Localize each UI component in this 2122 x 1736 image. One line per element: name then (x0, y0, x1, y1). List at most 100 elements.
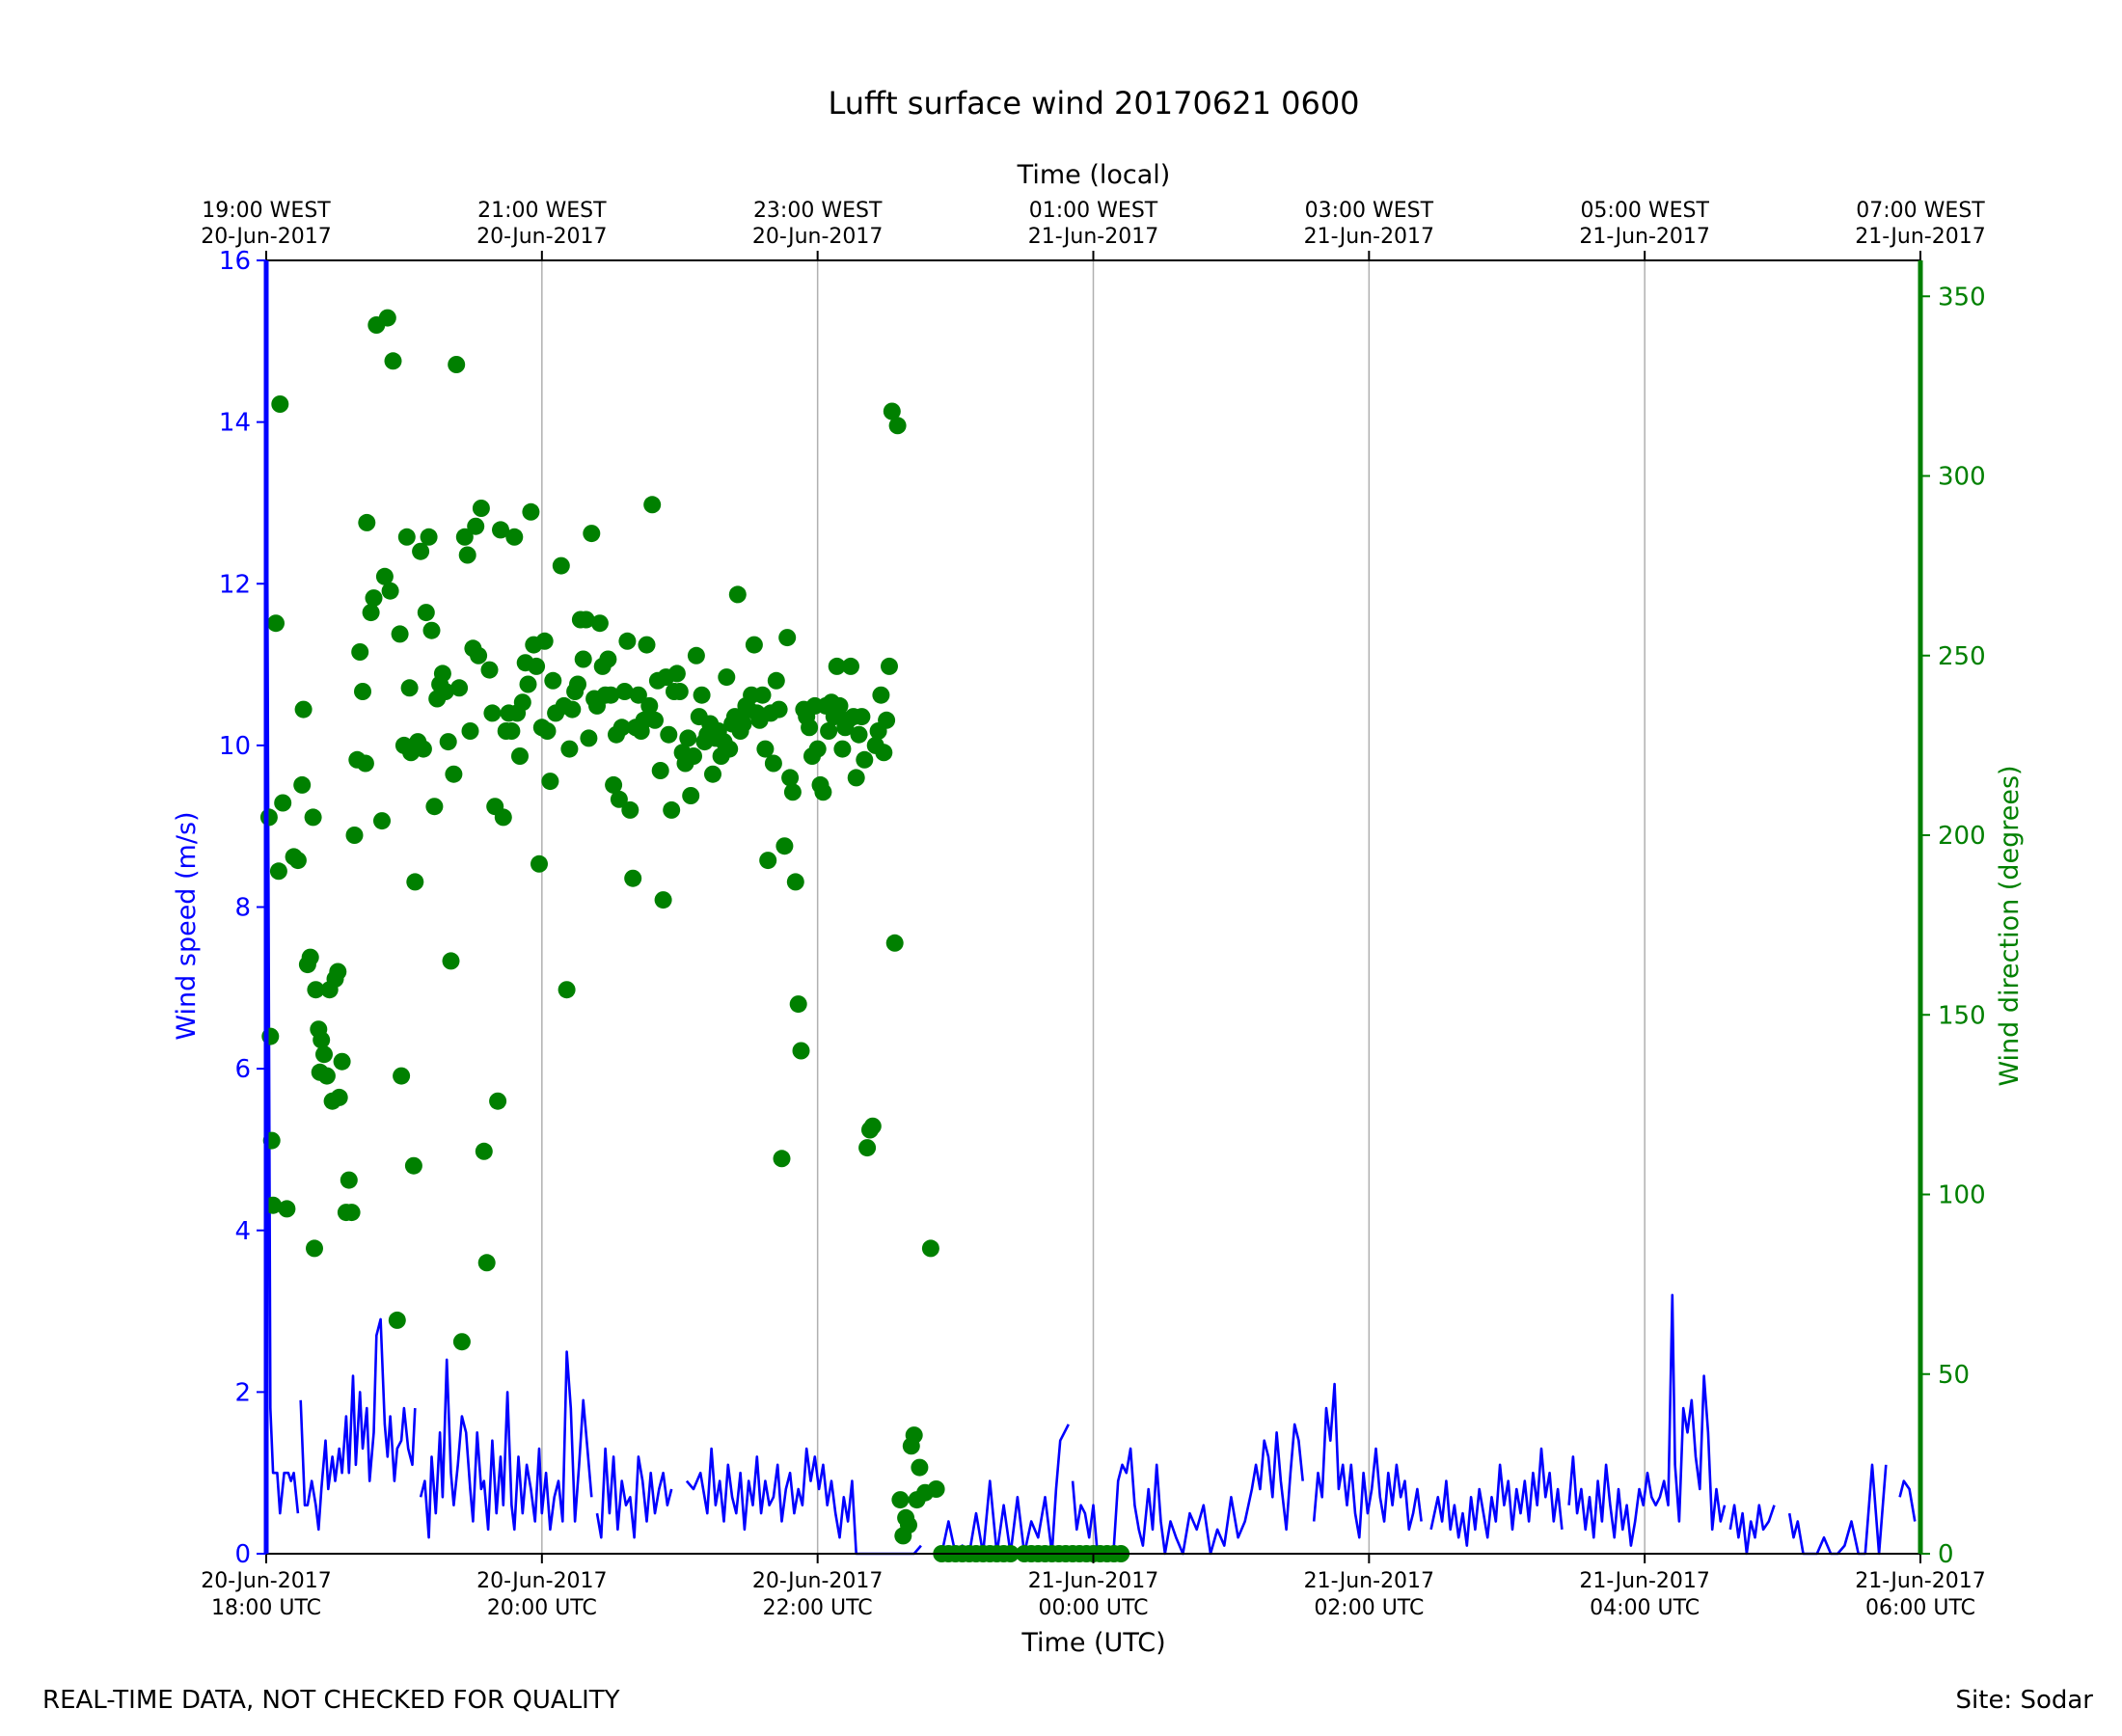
wind-direction-point (580, 729, 598, 747)
wind-direction-point (315, 1045, 333, 1064)
wind-direction-point (483, 704, 502, 722)
wind-direction-point (883, 402, 901, 420)
wind-direction-point (538, 722, 557, 740)
wind-direction-point (888, 417, 907, 435)
wind-direction-point (833, 740, 852, 758)
wind-direction-point (294, 700, 313, 719)
x2-tick-label-time: 01:00 WEST (1029, 199, 1158, 223)
x-tick-label-date: 20-Jun-2017 (476, 1569, 607, 1593)
wind-direction-point (624, 869, 642, 887)
wind-direction-point (718, 668, 736, 687)
wind-direction-point (356, 754, 374, 773)
x-tick-label-date: 21-Jun-2017 (1855, 1569, 1985, 1593)
wind-direction-point (663, 800, 681, 819)
y2-tick-label: 350 (1938, 283, 1986, 312)
wind-speed-line (940, 1424, 1070, 1556)
wind-direction-point (404, 1156, 422, 1175)
wind-speed-line (1787, 1463, 1888, 1556)
wind-direction-point (858, 1139, 877, 1157)
y2-axis-label: Wind direction (degrees) (1995, 765, 2025, 1086)
wind-direction-point (775, 837, 794, 855)
wind-direction-point (351, 643, 369, 661)
y2-tick-label: 250 (1938, 642, 1986, 671)
y-tick-label: 4 (234, 1217, 251, 1246)
x-tick-label-time: 04:00 UTC (1590, 1596, 1700, 1620)
wind-direction-point (891, 1491, 910, 1509)
wind-direction-point (442, 952, 460, 970)
wind-direction-point (400, 679, 419, 697)
wind-direction-point (313, 1031, 331, 1049)
wind-direction-point (842, 657, 859, 675)
y-tick-label: 16 (219, 247, 251, 276)
wind-direction-point (618, 632, 637, 650)
y2-tick-label: 300 (1938, 463, 1986, 492)
wind-direction-point (830, 696, 849, 715)
x-tick-label-time: 22:00 UTC (763, 1596, 873, 1620)
x2-tick-label-date: 20-Jun-2017 (476, 225, 607, 249)
wind-direction-point (329, 963, 347, 981)
wind-direction-point (905, 1426, 923, 1445)
wind-direction-point (467, 517, 485, 535)
wind-direction-point (621, 800, 639, 819)
wind-direction-point (417, 604, 435, 622)
wind-speed-series (264, 259, 1917, 1556)
wind-direction-point (756, 740, 775, 758)
wind-speed-line (1312, 1382, 1423, 1539)
wind-direction-point (863, 1117, 882, 1135)
wind-direction-point (590, 614, 609, 633)
wind-direction-point (574, 650, 592, 668)
x-tick-label-time: 20:00 UTC (487, 1596, 597, 1620)
wind-direction-point (789, 995, 807, 1014)
wind-direction-point (269, 862, 287, 881)
wind-direction-point (778, 629, 797, 647)
wind-direction-point (563, 700, 582, 719)
wind-direction-point (660, 725, 678, 744)
wind-direction-point (475, 1142, 493, 1160)
wind-direction-point (450, 679, 469, 697)
wind-direction-point (541, 773, 559, 791)
wind-direction-point (764, 754, 782, 773)
wind-direction-point (494, 808, 512, 827)
x-tick-label-date: 20-Jun-2017 (201, 1569, 331, 1593)
y-tick-label: 10 (219, 732, 251, 761)
wind-direction-point (721, 740, 739, 758)
wind-direction-point (801, 719, 819, 737)
wind-direction-point (388, 1311, 406, 1329)
x2-tick-label-time: 23:00 WEST (753, 199, 883, 223)
wind-direction-point (354, 683, 371, 700)
wind-direction-point (850, 725, 868, 744)
wind-direction-point (472, 500, 490, 517)
y2-tick-label: 50 (1938, 1361, 1970, 1390)
wind-direction-point (734, 715, 752, 733)
wind-direction-point (558, 981, 576, 999)
wind-direction-point (767, 671, 785, 690)
wind-direction-point (304, 808, 322, 827)
x2-tick-label-time: 19:00 WEST (202, 199, 331, 223)
wind-direction-point (505, 528, 524, 546)
wind-direction-point (445, 765, 463, 783)
x2-tick-label-date: 20-Jun-2017 (201, 225, 331, 249)
y2-tick-label: 100 (1938, 1181, 1986, 1210)
wind-direction-point (439, 733, 457, 751)
wind-direction-point (513, 693, 531, 712)
wind-direction-point (436, 683, 454, 700)
x-tick-label-time: 18:00 UTC (211, 1596, 321, 1620)
wind-direction-point (358, 513, 376, 531)
y-tick-label: 8 (234, 894, 251, 923)
wind-direction-point (288, 852, 307, 870)
wind-direction-point (274, 794, 292, 812)
wind-direction-point (375, 567, 394, 585)
x-tick-label-time: 00:00 UTC (1038, 1596, 1148, 1620)
wind-direction-point (679, 729, 697, 747)
x2-tick-label-date: 21-Jun-2017 (1579, 225, 1709, 249)
wind-direction-point (629, 686, 647, 704)
y2-tick-label: 200 (1938, 822, 1986, 851)
wind-direction-point (345, 827, 364, 844)
x-tick-label-date: 21-Jun-2017 (1579, 1569, 1709, 1593)
wind-direction-point (615, 683, 634, 700)
wind-direction-point (921, 1239, 939, 1258)
wind-direction-point (651, 762, 669, 779)
wind-direction-point (544, 671, 562, 690)
wind-direction-point (492, 521, 509, 539)
x-tick-label-date: 21-Jun-2017 (1028, 1569, 1158, 1593)
